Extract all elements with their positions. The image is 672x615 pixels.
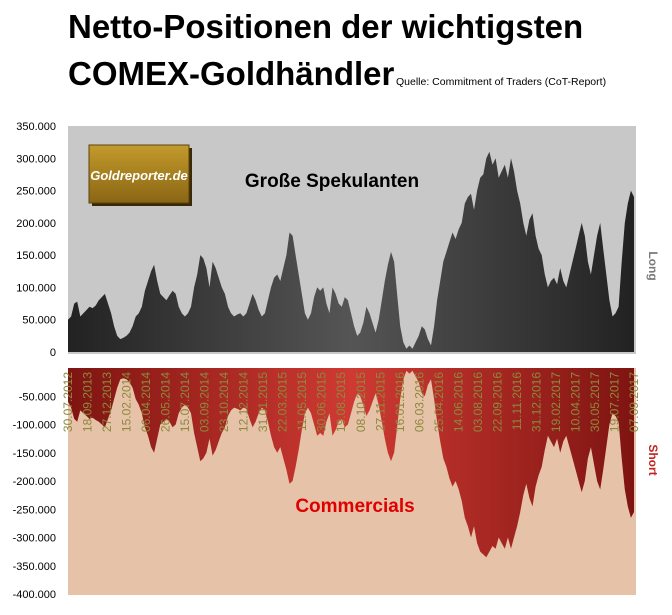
x-tick-label: 31.12.2016: [529, 372, 543, 432]
chart-title-line2: COMEX-Goldhändler: [68, 55, 395, 92]
x-axis-tick-labels: 30.07.2012 18.09.2013 27.12.2013 15.02.2014…: [61, 372, 641, 432]
y-tick-label: -150.000: [13, 448, 56, 460]
chart-title-line1: Netto-Positionen der wichtigsten: [68, 8, 584, 45]
long-side-label: Long: [646, 251, 660, 280]
x-tick-label: 12.12.2014: [237, 372, 251, 432]
logo-text: Goldreporter.de: [90, 168, 188, 183]
y-tick-label: -300.000: [13, 533, 56, 545]
y-tick-label: 250.000: [16, 186, 56, 198]
x-tick-label: 03.09.2014: [198, 372, 212, 432]
large-speculators-label: Große Spekulanten: [245, 171, 419, 192]
source-note: Quelle: Commitment of Traders (CoT-Repor…: [396, 76, 607, 88]
y-tick-label: -200.000: [13, 476, 56, 488]
x-tick-label: 10.04.2017: [568, 372, 582, 432]
goldreporter-logo: Goldreporter.de: [88, 144, 192, 206]
x-tick-label: 15.07.2014: [178, 372, 192, 432]
x-tick-label: 22.09.2016: [490, 372, 504, 432]
y-tick-label: 50.000: [22, 315, 56, 327]
x-tick-label: 15.02.2014: [120, 372, 134, 432]
series-commercials-area: [68, 368, 634, 558]
y-tick-label: 200.000: [16, 218, 56, 230]
y-tick-label: 300.000: [16, 153, 56, 165]
x-tick-label: 25.04.2016: [432, 372, 446, 432]
x-tick-label: 11.11.2016: [510, 372, 524, 431]
x-tick-label: 30.05.2017: [588, 372, 602, 432]
y-tick-label: 100.000: [16, 282, 56, 294]
x-tick-label: 30.06.2015: [315, 372, 329, 432]
x-tick-label: 19.07.2017: [608, 372, 622, 432]
x-tick-label: 07.09.2017: [627, 372, 641, 432]
x-tick-label: 08.10.2015: [354, 372, 368, 432]
x-tick-label: 27.12.2013: [100, 372, 114, 432]
x-tick-label: 16.01.2016: [393, 372, 407, 432]
x-tick-label: 27.11.2015: [373, 372, 387, 431]
x-tick-label: 11.05.2015: [295, 372, 309, 431]
y-tick-label: 150.000: [16, 250, 56, 262]
y-tick-label: -350.000: [13, 561, 56, 573]
x-tick-label: 19.08.2015: [334, 372, 348, 432]
y-tick-label: -50.000: [19, 391, 56, 403]
y-tick-label: -100.000: [13, 420, 56, 432]
y-tick-label: 350.000: [16, 121, 56, 133]
y-tick-label: -400.000: [13, 589, 56, 601]
x-tick-label: 06.03.2016: [412, 372, 426, 432]
x-tick-label: 06.04.2014: [139, 372, 153, 432]
x-tick-label: 26.05.2014: [159, 372, 173, 432]
series-large-speculators-area: [68, 151, 634, 352]
x-tick-label: 31.01.2015: [256, 372, 270, 432]
commercials-label: Commercials: [295, 496, 414, 517]
y-axis-ticks: 350.000 300.000 250.000 200.000 150.000 100.0…: [13, 121, 56, 601]
short-side-label: Short: [646, 444, 660, 475]
y-tick-label: 0: [50, 347, 56, 359]
x-tick-label: 22.03.2015: [276, 372, 290, 432]
series-areas: [68, 151, 634, 558]
x-tick-label: 03.08.2016: [471, 372, 485, 432]
x-tick-label: 23.10.2014: [217, 372, 231, 432]
x-tick-label: 19.02.2017: [549, 372, 563, 432]
x-tick-label: 14.06.2016: [451, 372, 465, 432]
x-tick-label: 30.07.2012: [61, 372, 75, 432]
y-tick-label: -250.000: [13, 504, 56, 516]
x-tick-label: 18.09.2013: [81, 372, 95, 432]
